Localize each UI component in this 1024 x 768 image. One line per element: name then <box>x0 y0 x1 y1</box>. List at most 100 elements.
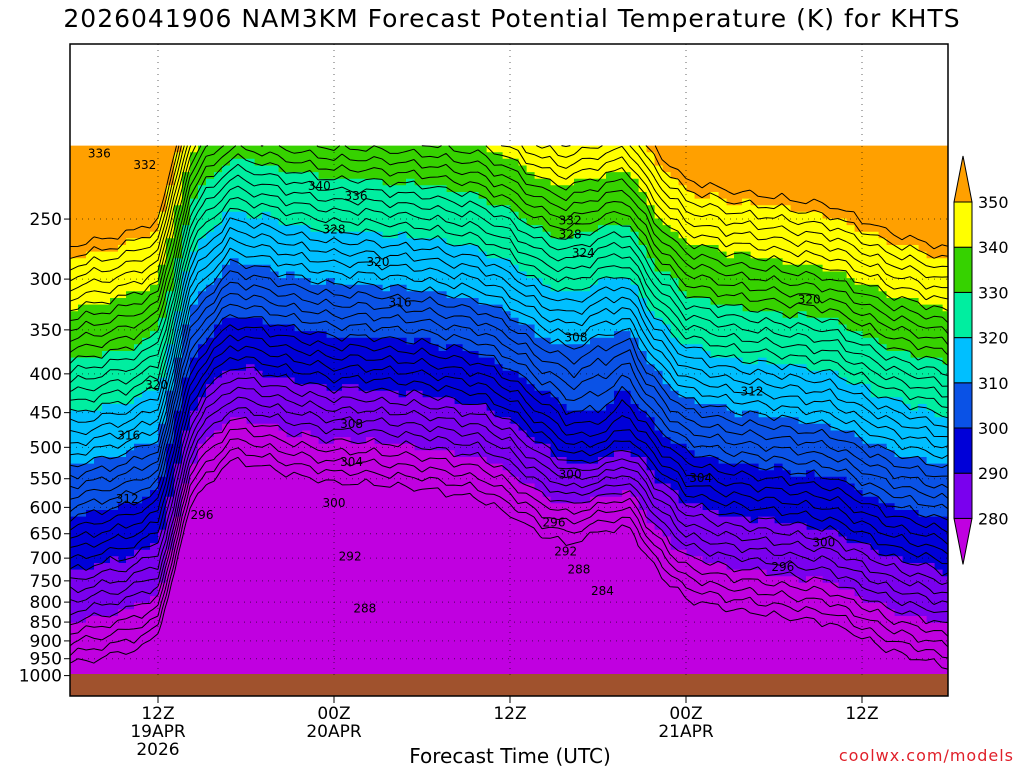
x-tick-date-label: 21APR <box>658 722 714 742</box>
colorbar-segment <box>953 427 973 474</box>
contour-label: 312 <box>116 492 139 506</box>
credit-text: coolwx.com/models <box>838 746 1014 765</box>
x-tick-date-label: 20APR <box>306 722 362 742</box>
contour-label: 324 <box>572 246 595 260</box>
colorbar-segment <box>953 337 973 384</box>
y-tick-label: 750 <box>30 572 62 592</box>
x-tick-label: 00Z <box>669 704 702 724</box>
contour-label: 328 <box>559 228 582 242</box>
colorbar-segment <box>953 517 973 565</box>
fill-band <box>70 145 948 259</box>
colorbar-label: 320 <box>978 329 1009 348</box>
contour-line <box>70 145 948 346</box>
y-tick-label: 700 <box>30 549 62 569</box>
contour-line <box>70 396 948 605</box>
fill-band <box>70 211 948 465</box>
x-tick-label: 00Z <box>317 704 350 724</box>
contour-line <box>70 145 948 292</box>
contour-label: 288 <box>353 602 376 616</box>
contour-label: 320 <box>798 292 821 306</box>
contour-label: 320 <box>367 255 390 269</box>
y-tick-label: 650 <box>30 525 62 545</box>
contour-fills <box>70 145 948 675</box>
contour-label: 304 <box>689 471 712 485</box>
grid-lines <box>70 44 948 675</box>
fill-band <box>70 145 948 365</box>
y-tick-label: 850 <box>30 613 62 633</box>
fill-band <box>70 145 948 312</box>
contour-label: 336 <box>345 189 368 203</box>
colorbar-segment <box>953 201 973 248</box>
contour-line <box>70 163 948 377</box>
contour-line <box>70 145 948 282</box>
contour-line <box>70 293 948 500</box>
contour-line <box>70 407 948 616</box>
colorbar-segment <box>953 246 973 293</box>
contour-label: 288 <box>567 563 590 577</box>
contour-line <box>70 386 948 595</box>
contour-label: 300 <box>323 496 346 510</box>
contour-line <box>70 281 948 490</box>
contour-label: 336 <box>88 147 111 161</box>
plot-frame <box>69 43 949 697</box>
contour-line <box>70 324 948 534</box>
contour-label: 320 <box>145 378 168 392</box>
y-tick-label: 800 <box>30 593 62 613</box>
colorbar-label: 340 <box>978 238 1009 257</box>
contour-line <box>70 447 948 659</box>
contour-label: 312 <box>741 384 764 398</box>
contour-label: 340 <box>308 179 331 193</box>
y-tick-label: 500 <box>30 438 62 458</box>
contour-label: 296 <box>771 560 794 574</box>
x-tick-label: 12Z <box>845 704 878 724</box>
colorbar: 280 290 300 310 320 330 340 350 <box>953 155 1009 565</box>
fill-band <box>70 317 948 577</box>
contour-line <box>70 356 948 565</box>
contour-line <box>70 427 948 638</box>
y-tick-label: 400 <box>30 365 62 385</box>
y-tick-label: 600 <box>30 498 62 518</box>
chart-title: 2026041906 NAM3KM Forecast Potential Tem… <box>63 4 961 33</box>
contour-line <box>70 438 948 648</box>
colorbar-segment <box>953 155 973 203</box>
contour-line <box>70 207 948 419</box>
colorbar-segment <box>953 382 973 429</box>
fill-band <box>70 158 948 418</box>
contour-line <box>70 174 948 387</box>
contour-line <box>70 145 948 312</box>
contour-label: 300 <box>812 536 835 550</box>
y-tick-label: 300 <box>30 270 62 290</box>
contour-line <box>70 237 948 449</box>
fill-band <box>70 417 948 675</box>
contour-label: 308 <box>340 417 363 431</box>
contour-label: 304 <box>340 455 363 469</box>
ground-strip <box>70 674 948 696</box>
contour-label: 296 <box>191 508 214 522</box>
contour-line <box>70 145 948 302</box>
x-tick-date-label: 2026 <box>136 740 179 760</box>
contour-line <box>70 303 948 513</box>
contour-line <box>70 145 948 356</box>
contour-label: 296 <box>543 515 566 529</box>
contour-line <box>70 145 948 271</box>
contour-label: 308 <box>565 330 588 344</box>
y-tick-label: 250 <box>30 210 62 230</box>
y-tick-label: 350 <box>30 321 62 341</box>
colorbar-label: 290 <box>978 464 1009 483</box>
contour-line <box>70 258 948 469</box>
contour-line <box>70 456 948 670</box>
contour-label: 284 <box>591 584 614 598</box>
x-tick-label: 12Z <box>493 704 526 724</box>
contour-label: 332 <box>133 158 156 172</box>
colorbar-label: 350 <box>978 193 1009 212</box>
contour-label: 300 <box>559 468 582 482</box>
contour-lines <box>70 145 948 670</box>
x-tick-label: 12Z <box>141 704 174 724</box>
contour-line <box>70 345 948 555</box>
colorbar-label: 330 <box>978 283 1009 302</box>
x-tick-date-label: 19APR <box>130 722 186 742</box>
contour-line <box>70 197 948 409</box>
contour-label: 316 <box>389 295 412 309</box>
